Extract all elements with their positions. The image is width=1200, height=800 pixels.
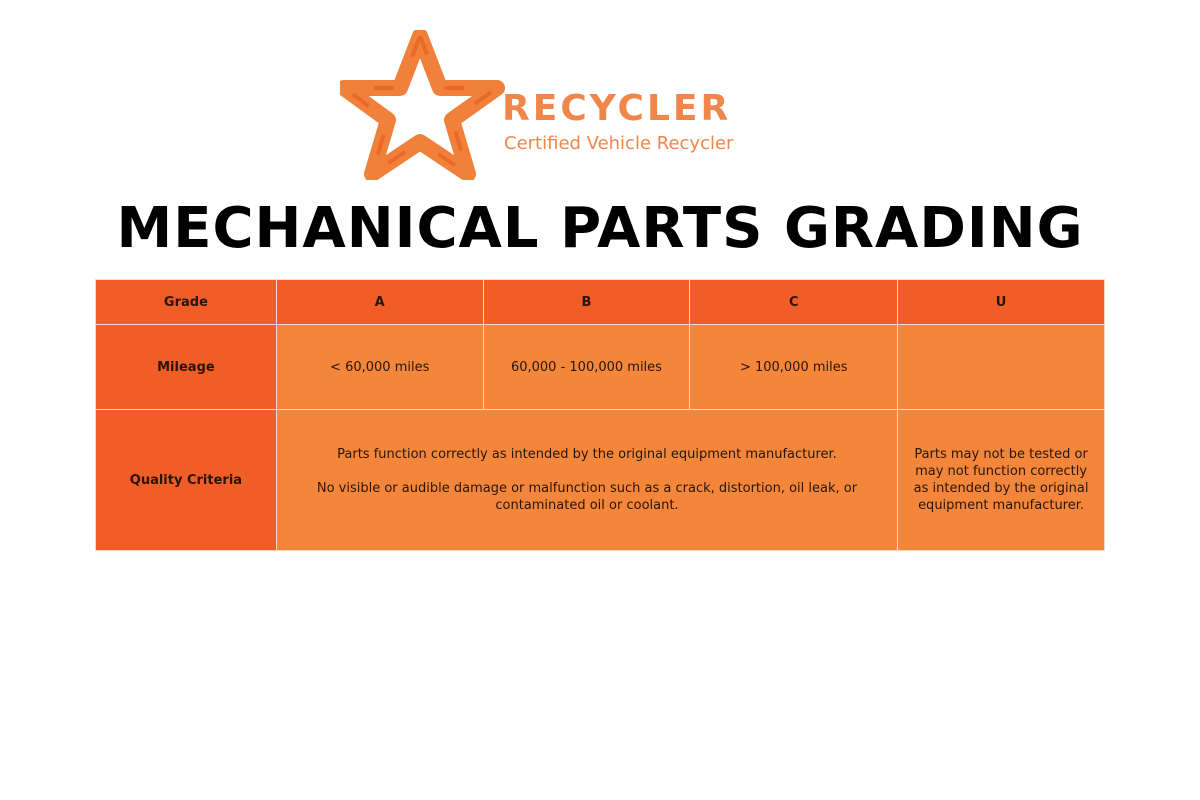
table-header-row: Grade A B C U [95,279,1105,325]
quality-abc-line-1: Parts function correctly as intended by … [337,447,837,462]
grading-table: Grade A B C U Mileage < 60,000 miles 60,… [95,279,1105,551]
row-label-mileage: Mileage [95,324,277,410]
table-row-quality: Quality Criteria Parts function correctl… [95,409,1105,551]
header-a: A [275,279,484,325]
table-row-mileage: Mileage < 60,000 miles 60,000 - 100,000 … [95,324,1105,410]
mileage-b: 60,000 - 100,000 miles [482,324,691,410]
mileage-a: < 60,000 miles [275,324,484,410]
mileage-u [897,324,1105,410]
star-arrows-icon [340,30,505,180]
row-label-quality: Quality Criteria [95,409,277,551]
quality-abc-line-2: No visible or audible damage or malfunct… [316,481,858,513]
quality-abc: Parts function correctly as intended by … [275,409,899,551]
brand-name: RECYCLER [502,88,732,129]
header-grade: Grade [95,279,277,325]
header-u: U [897,279,1105,325]
mileage-c: > 100,000 miles [689,324,899,410]
page-title: MECHANICAL PARTS GRADING [116,196,1084,261]
brand-tagline: Certified Vehicle Recycler [504,133,734,154]
logo: RECYCLER Certified Vehicle Recycler [340,30,760,180]
header-b: B [482,279,691,325]
quality-u: Parts may not be tested or may not funct… [897,409,1105,551]
header-c: C [689,279,899,325]
